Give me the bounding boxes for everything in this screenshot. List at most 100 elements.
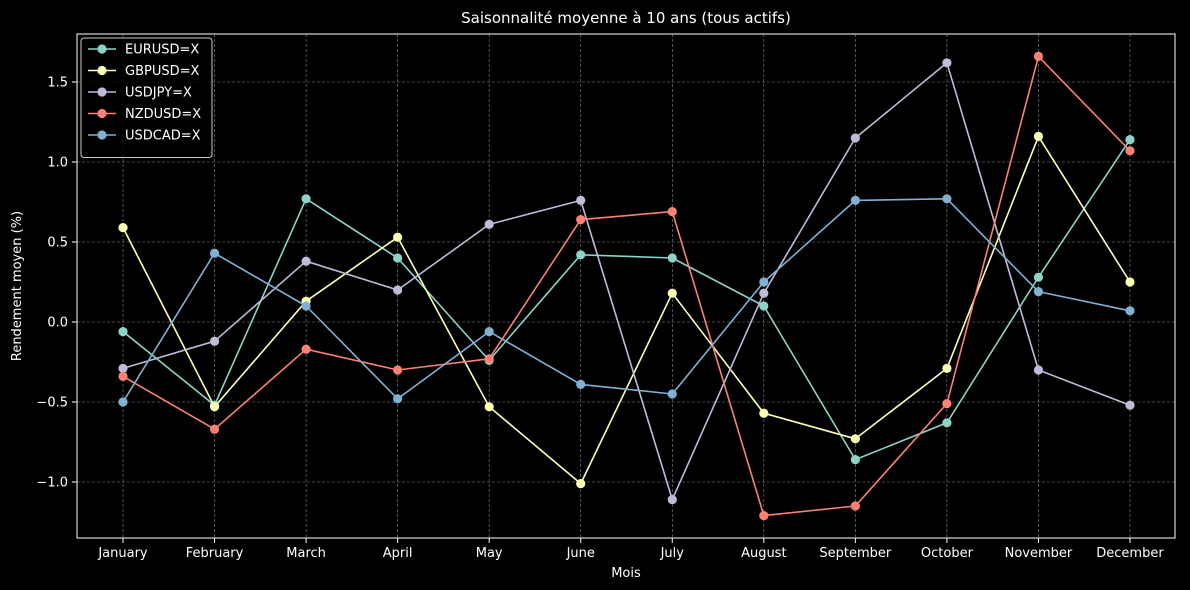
data-point	[1125, 146, 1135, 156]
data-point	[850, 195, 860, 205]
series-nzdusd-x	[118, 51, 1135, 521]
data-point	[118, 223, 128, 233]
x-tick-label: January	[97, 546, 148, 561]
legend-item: EURUSD=X	[88, 43, 199, 58]
y-tick-label: −0.5	[36, 396, 68, 411]
data-point	[850, 434, 860, 444]
series-line	[122, 139, 1131, 461]
data-point	[1033, 287, 1044, 297]
data-point	[209, 336, 220, 346]
legend-swatch-marker	[97, 87, 107, 97]
data-point	[576, 215, 586, 225]
x-tick-label: June	[566, 546, 595, 561]
x-tick-label: May	[476, 546, 503, 561]
data-point	[942, 58, 952, 68]
legend-label: GBPUSD=X	[125, 64, 200, 79]
data-point	[393, 285, 403, 295]
x-tick-label: September	[819, 546, 892, 561]
data-point	[1125, 135, 1135, 145]
legend-item: GBPUSD=X	[88, 64, 200, 79]
data-point	[301, 194, 311, 204]
legend-label: NZDUSD=X	[125, 107, 201, 122]
x-tick-label: October	[921, 546, 974, 561]
data-point	[301, 301, 311, 311]
legend-box	[80, 37, 213, 158]
x-tick-label: February	[186, 546, 244, 561]
data-point	[209, 402, 220, 412]
y-tick-label: −1.0	[36, 476, 68, 491]
x-tick-label: December	[1096, 546, 1164, 561]
data-point	[118, 371, 128, 381]
data-point	[1033, 365, 1044, 375]
data-point	[301, 344, 311, 354]
data-point	[209, 424, 220, 434]
data-point	[942, 399, 952, 409]
legend-swatch-marker	[97, 130, 107, 140]
y-axis-label: Rendement moyen (%)	[10, 211, 25, 361]
data-point	[484, 354, 494, 364]
data-point	[393, 232, 403, 242]
data-point	[1125, 277, 1135, 287]
chart-title: Saisonnalité moyenne à 10 ans (tous acti…	[461, 9, 791, 27]
data-point	[1033, 131, 1044, 141]
data-point	[209, 248, 220, 258]
data-point	[576, 195, 586, 205]
data-point	[850, 455, 860, 465]
data-point	[1125, 400, 1135, 410]
data-point	[667, 207, 677, 217]
y-tick-label: 1.5	[47, 76, 68, 91]
data-point	[484, 219, 494, 229]
legend-label: USDJPY=X	[125, 86, 192, 101]
legend-label: USDCAD=X	[125, 129, 201, 144]
data-point	[393, 394, 403, 404]
series-line	[122, 61, 1131, 501]
y-tick-label: 1.0	[47, 156, 68, 171]
series-line	[122, 55, 1131, 517]
x-tick-label: July	[660, 546, 685, 561]
legend-swatch-marker	[97, 108, 107, 119]
y-axis: −1.0 −0.5 0.0 0.5 1.0 1.5	[36, 76, 77, 491]
legend-item: NZDUSD=X	[88, 107, 201, 122]
data-point	[1033, 272, 1044, 282]
x-axis: January February March April May June July Augu…	[97, 538, 1164, 561]
legend-item: USDCAD=X	[88, 129, 201, 144]
data-point	[759, 288, 769, 298]
data-point	[576, 250, 586, 260]
data-point	[667, 389, 677, 399]
series-line	[122, 198, 1131, 403]
series-usdjpy-x	[118, 58, 1135, 505]
data-point	[942, 194, 952, 204]
data-point	[484, 402, 494, 412]
data-point	[667, 253, 677, 263]
data-point	[850, 501, 860, 511]
data-point	[118, 363, 128, 373]
x-tick-label: November	[1005, 546, 1073, 561]
data-point	[576, 479, 586, 489]
x-axis-label: Mois	[611, 566, 641, 581]
data-point	[759, 408, 769, 418]
legend-swatch-marker	[97, 44, 107, 54]
data-point	[484, 327, 494, 337]
data-point	[1033, 51, 1044, 62]
legend: EURUSD=X GBPUSD=X USDJPY=X NZDUSD=X USDCAD=X	[80, 37, 213, 158]
data-point	[759, 510, 769, 521]
data-point	[942, 363, 952, 373]
data-point	[1125, 306, 1135, 316]
data-point	[393, 365, 403, 375]
data-point	[667, 288, 677, 298]
data-point	[942, 418, 952, 428]
data-point	[118, 327, 128, 337]
data-point	[667, 495, 677, 505]
data-point	[118, 397, 128, 407]
data-point	[759, 301, 769, 311]
legend-item: USDJPY=X	[88, 86, 192, 101]
x-tick-label: August	[741, 546, 787, 561]
data-point	[576, 379, 586, 389]
x-tick-label: March	[286, 546, 326, 561]
x-tick-label: April	[383, 546, 413, 561]
series-layer	[118, 51, 1135, 521]
legend-swatch-marker	[97, 65, 107, 76]
y-tick-label: 0.5	[47, 236, 68, 251]
plot-area	[76, 33, 1176, 539]
